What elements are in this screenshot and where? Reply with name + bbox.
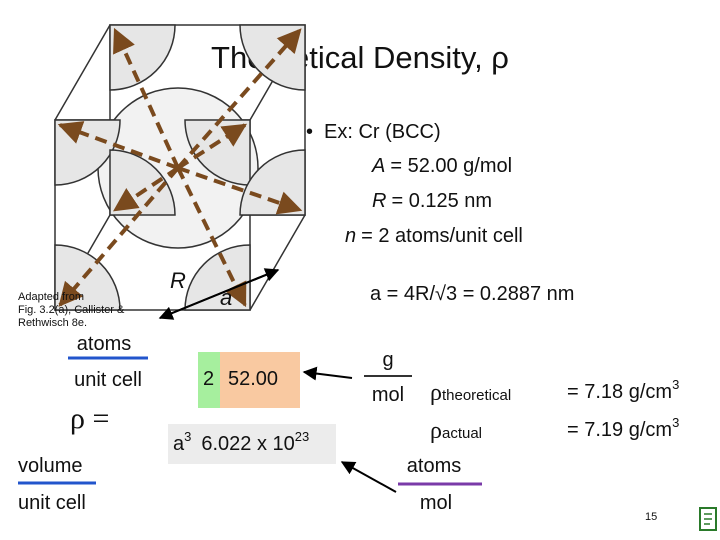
- fraction-num: volume: [18, 455, 82, 477]
- rho-sub: theoretical: [442, 387, 511, 404]
- bullet-mark: •: [306, 121, 313, 143]
- volume-term: a3 6.022 x 1023: [173, 429, 309, 455]
- nav-icon[interactable]: [699, 507, 717, 531]
- unit-den: mol: [372, 384, 404, 406]
- unit-num: g: [382, 349, 393, 371]
- rho: ρ: [430, 380, 442, 406]
- rho-sub: actual: [442, 425, 482, 442]
- fraction-den: unit cell: [18, 492, 86, 514]
- exp: 3: [672, 415, 679, 430]
- edge-label: a: [220, 285, 232, 310]
- a-box: [220, 352, 300, 408]
- rho-equals: ρ =: [70, 402, 109, 435]
- conv-num: atoms: [407, 455, 461, 477]
- param: A = 52.00 g/mol: [371, 155, 512, 177]
- example-heading: Ex: Cr (BCC): [324, 121, 441, 143]
- result-value: = 7.19 g/cm3: [567, 415, 679, 441]
- bcc-figure: [54, 24, 306, 320]
- result-symbol: ρtheoretical: [430, 380, 511, 406]
- rho: ρ: [430, 418, 442, 444]
- fraction-den: unit cell: [74, 369, 142, 391]
- lattice-eq: a = 4R/√3 = 0.2887 nm: [370, 283, 574, 305]
- avogadro-exp: 23: [295, 429, 309, 444]
- page-number: 15: [645, 511, 657, 523]
- conv-den: mol: [420, 492, 452, 514]
- result-symbol: ρactual: [430, 418, 482, 444]
- atomic-weight: 52.00: [228, 368, 278, 390]
- value: = 7.18 g/cm: [567, 381, 672, 403]
- exp: 3: [672, 377, 679, 392]
- arrow: [340, 461, 397, 493]
- denominator-box: [168, 424, 336, 464]
- param-value: = 0.125 nm: [391, 190, 492, 212]
- param: n = 2 atoms/unit cell: [345, 225, 523, 247]
- a-base: a: [173, 433, 185, 455]
- n-box: [198, 352, 220, 408]
- a-exp: 3: [184, 429, 191, 444]
- credit: Fig. 3.2(a), Callister &: [18, 304, 125, 316]
- param-symbol: A: [371, 155, 385, 177]
- arrow: [302, 366, 353, 381]
- credit: Adapted from: [18, 291, 84, 303]
- param-value: = 52.00 g/mol: [390, 155, 512, 177]
- param-value: = 2 atoms/unit cell: [361, 225, 523, 247]
- value: = 7.19 g/cm: [567, 419, 672, 441]
- param: R = 0.125 nm: [372, 190, 492, 212]
- radius-label: R: [170, 268, 186, 293]
- param-symbol: n: [345, 225, 356, 247]
- n-value: 2: [203, 368, 214, 390]
- result-value: = 7.18 g/cm3: [567, 377, 679, 403]
- credit: Rethwisch 8e.: [18, 317, 87, 329]
- avogadro: 6.022 x 10: [201, 433, 294, 455]
- fraction-num: atoms: [77, 333, 131, 355]
- param-symbol: R: [372, 190, 386, 212]
